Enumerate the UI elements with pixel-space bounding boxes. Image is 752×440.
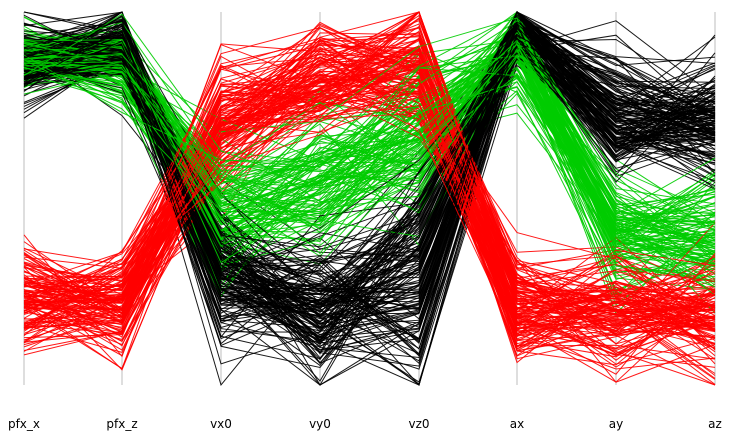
observation-line (23, 13, 716, 268)
observation-line (23, 31, 716, 255)
observation-line (23, 27, 716, 309)
polylines (23, 10, 716, 387)
observation-line (23, 32, 716, 303)
observation-line (23, 79, 716, 338)
axis-label-ax: ax (510, 417, 524, 431)
axis-label-vy0: vy0 (309, 417, 331, 431)
observation-line (23, 68, 716, 334)
observation-line (23, 45, 716, 345)
observation-line (23, 36, 716, 332)
observation-line (23, 27, 716, 248)
observation-line (23, 11, 716, 294)
observation-line (23, 78, 716, 341)
observation-line (23, 42, 716, 271)
observation-line (23, 79, 716, 326)
observation-line (23, 37, 716, 340)
observation-line (23, 22, 716, 325)
observation-line (23, 11, 716, 319)
observation-line (23, 11, 716, 308)
observation-line (23, 43, 716, 240)
axis-label-az: az (708, 417, 722, 431)
observation-line (23, 79, 716, 334)
observation-line (23, 85, 716, 338)
observation-line (23, 11, 716, 266)
axis-label-pfx_x: pfx_x (8, 417, 40, 431)
observation-line (23, 27, 716, 315)
observation-line (23, 43, 716, 232)
observation-line (23, 18, 716, 283)
observation-line (23, 59, 716, 341)
observation-line (23, 43, 716, 273)
observation-line (23, 17, 716, 275)
observation-line (23, 24, 716, 365)
axis-label-pfx_z: pfx_z (106, 417, 137, 431)
observation-line (23, 57, 716, 375)
observation-line (23, 33, 716, 318)
observation-line (23, 50, 716, 231)
observation-line (23, 74, 716, 340)
observation-line (23, 34, 716, 298)
axis-label-ay: ay (609, 417, 623, 431)
observation-line (23, 47, 716, 327)
observation-line (23, 20, 716, 347)
axis-label-vz0: vz0 (408, 417, 429, 431)
observation-line (23, 11, 716, 306)
observation-line (23, 40, 716, 352)
observation-line (23, 91, 716, 336)
observation-line (23, 59, 716, 288)
observation-line (23, 14, 716, 345)
observation-line (23, 17, 716, 249)
observation-line (23, 11, 716, 328)
axis-label-vx0: vx0 (210, 417, 232, 431)
observation-line (23, 39, 716, 265)
axis-tick-labels: pfx_x pfx_z vx0 vy0 vz0 ax ay az (8, 417, 722, 431)
observation-line (23, 21, 716, 279)
